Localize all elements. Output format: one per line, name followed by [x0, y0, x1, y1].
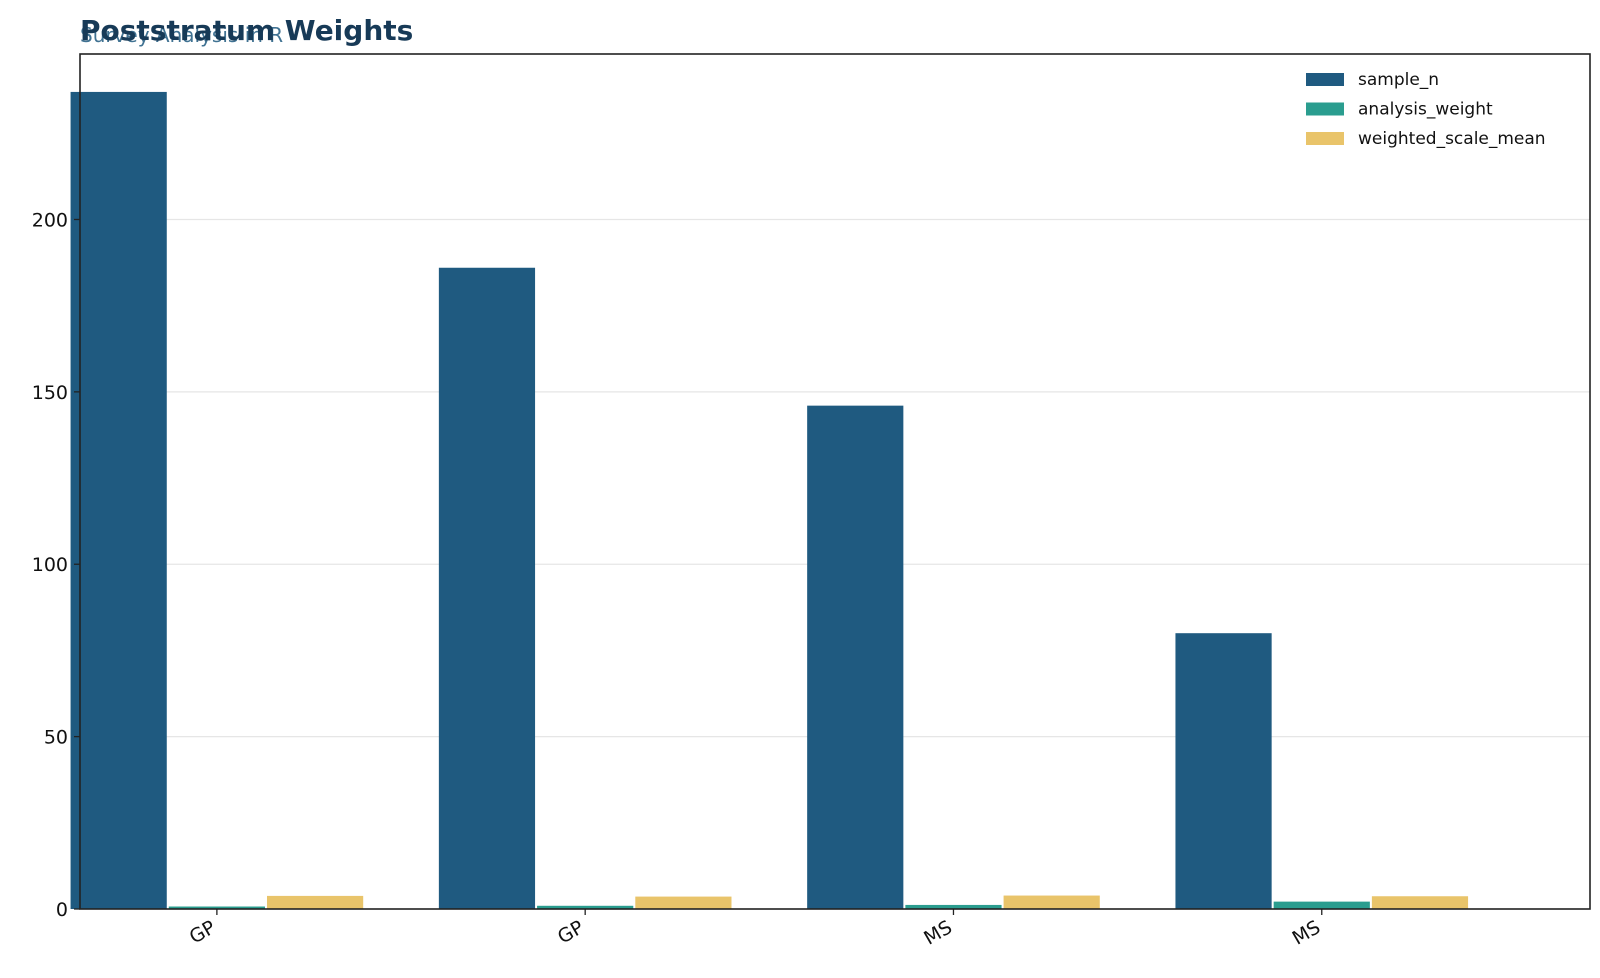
legend-swatch-analysis-weight	[1306, 102, 1344, 116]
legend-swatch-sample-n	[1306, 73, 1344, 86]
bar-weighted-scale-mean	[1371, 896, 1469, 909]
legend-swatch-weighted-scale-mean	[1306, 132, 1344, 145]
bar-sample-n	[70, 91, 167, 909]
bar-sample-n	[1175, 633, 1272, 909]
legend: sample_n analysis_weight weighted_scale_me…	[1306, 70, 1546, 149]
bar-weighted-scale-mean	[266, 895, 364, 909]
x-axis: GP GP MS MS	[186, 909, 1325, 950]
bar-weighted-scale-mean	[1003, 895, 1100, 909]
bar-sample-n	[438, 267, 536, 909]
bar-analysis-weight	[537, 905, 634, 909]
chart-subtitle: Survey Analysis in R	[80, 23, 283, 47]
x-tick-label: MS	[920, 916, 956, 949]
bar-weighted-scale-mean	[635, 896, 732, 909]
x-tick-label: GP	[186, 916, 220, 948]
y-tick-label: 200	[32, 209, 68, 231]
y-tick-label: 0	[56, 899, 68, 921]
legend-label-analysis-weight: analysis_weight	[1358, 100, 1493, 120]
legend-label-sample-n: sample_n	[1358, 70, 1439, 90]
y-tick-label: 50	[44, 727, 68, 749]
y-tick-label: 150	[32, 382, 68, 404]
bar-analysis-weight	[1273, 901, 1370, 909]
bar-analysis-weight	[905, 904, 1002, 909]
x-tick-label: GP	[554, 916, 588, 948]
legend-label-weighted-scale-mean: weighted_scale_mean	[1358, 129, 1546, 149]
plot-frame	[79, 53, 1591, 910]
bar-sample-n	[807, 405, 904, 909]
y-axis: 0 50 100 150 200	[32, 209, 80, 921]
y-tick-label: 100	[32, 554, 68, 576]
chart-title: Poststratum Weights	[80, 14, 413, 47]
bar-analysis-weight	[168, 906, 265, 909]
x-tick-label: MS	[1289, 916, 1325, 949]
bars	[70, 91, 1469, 909]
